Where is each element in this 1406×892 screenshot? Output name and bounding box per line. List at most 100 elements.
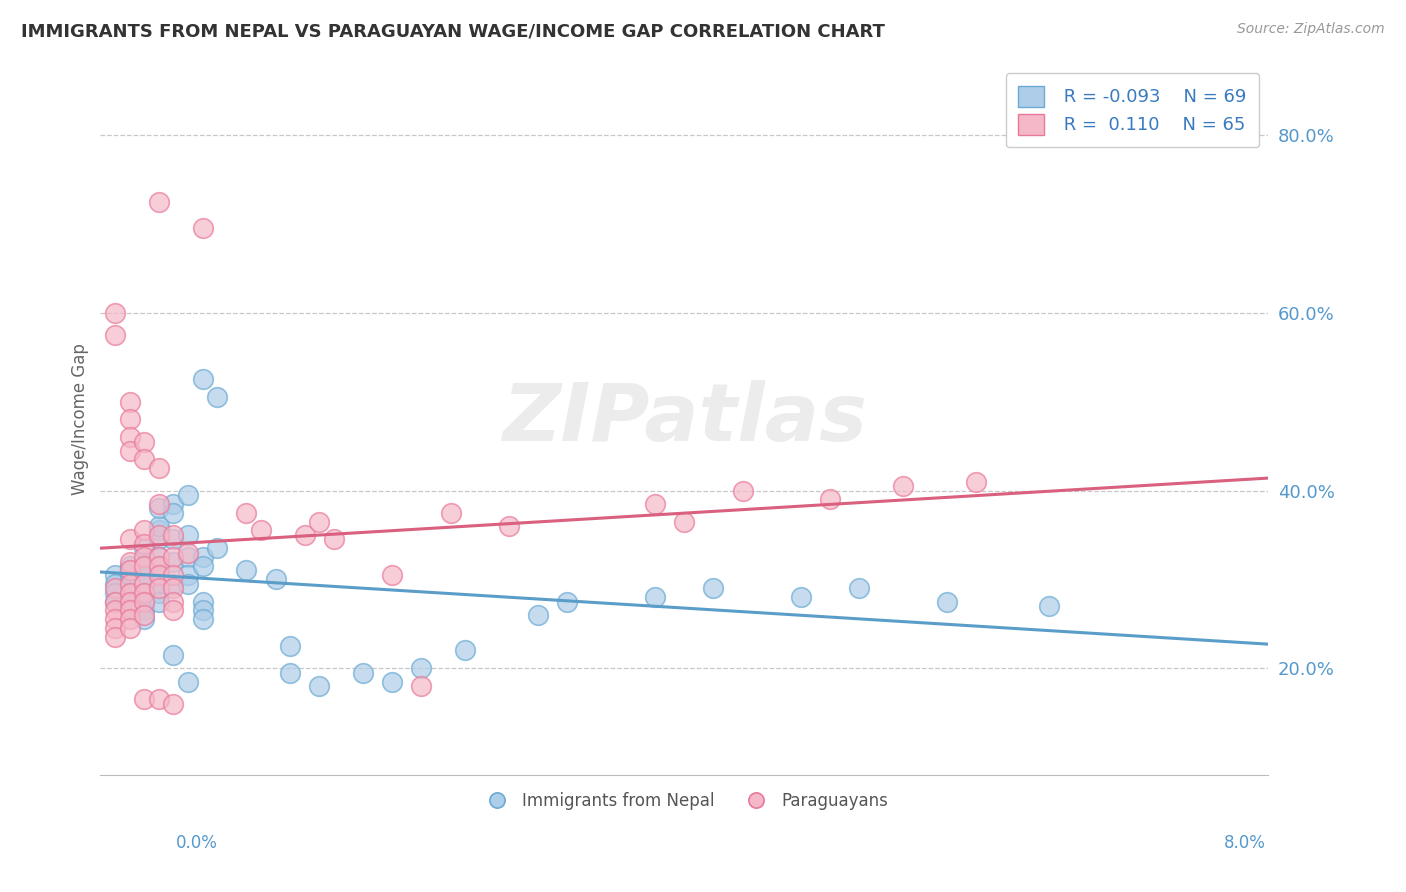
Point bbox=[162, 497, 184, 511]
Point bbox=[148, 585, 170, 599]
Point bbox=[118, 612, 141, 626]
Point bbox=[134, 594, 156, 608]
Text: 0.0%: 0.0% bbox=[176, 834, 218, 852]
Point bbox=[148, 533, 170, 547]
Point bbox=[134, 692, 156, 706]
Point bbox=[148, 524, 170, 538]
Point bbox=[118, 603, 141, 617]
Point bbox=[104, 612, 127, 626]
Point bbox=[936, 594, 959, 608]
Point bbox=[352, 665, 374, 680]
Point bbox=[148, 194, 170, 209]
Point bbox=[134, 452, 156, 467]
Point bbox=[205, 390, 228, 404]
Point bbox=[134, 568, 156, 582]
Point bbox=[191, 594, 214, 608]
Point bbox=[118, 555, 141, 569]
Point bbox=[205, 541, 228, 556]
Point bbox=[498, 519, 520, 533]
Point bbox=[134, 576, 156, 591]
Point bbox=[790, 590, 813, 604]
Point bbox=[264, 573, 287, 587]
Point bbox=[104, 581, 127, 595]
Point bbox=[118, 568, 141, 582]
Point bbox=[118, 559, 141, 574]
Point bbox=[644, 497, 666, 511]
Point bbox=[148, 519, 170, 533]
Point bbox=[191, 372, 214, 386]
Point bbox=[191, 603, 214, 617]
Point bbox=[162, 533, 184, 547]
Point bbox=[191, 612, 214, 626]
Point bbox=[118, 443, 141, 458]
Point bbox=[134, 524, 156, 538]
Point bbox=[118, 576, 141, 591]
Point bbox=[177, 546, 200, 560]
Point bbox=[148, 559, 170, 574]
Point bbox=[134, 434, 156, 449]
Point bbox=[134, 612, 156, 626]
Point bbox=[134, 555, 156, 569]
Point bbox=[118, 576, 141, 591]
Point bbox=[134, 607, 156, 622]
Point bbox=[134, 559, 156, 574]
Point bbox=[177, 528, 200, 542]
Point bbox=[134, 550, 156, 565]
Point bbox=[148, 501, 170, 516]
Point bbox=[322, 533, 344, 547]
Point bbox=[191, 221, 214, 235]
Point bbox=[134, 603, 156, 617]
Point bbox=[148, 497, 170, 511]
Point bbox=[148, 594, 170, 608]
Point bbox=[118, 585, 141, 599]
Point bbox=[104, 630, 127, 644]
Point bbox=[177, 674, 200, 689]
Point bbox=[148, 550, 170, 565]
Point bbox=[134, 594, 156, 608]
Point bbox=[162, 528, 184, 542]
Point bbox=[162, 603, 184, 617]
Point bbox=[191, 550, 214, 565]
Point bbox=[411, 679, 433, 693]
Point bbox=[411, 661, 433, 675]
Point bbox=[118, 564, 141, 578]
Point bbox=[104, 621, 127, 635]
Y-axis label: Wage/Income Gap: Wage/Income Gap bbox=[72, 343, 89, 495]
Point bbox=[118, 564, 141, 578]
Point bbox=[673, 515, 696, 529]
Point bbox=[134, 537, 156, 551]
Point bbox=[440, 506, 463, 520]
Point bbox=[1038, 599, 1060, 613]
Point bbox=[454, 643, 477, 657]
Point bbox=[162, 576, 184, 591]
Point bbox=[848, 581, 870, 595]
Point bbox=[162, 697, 184, 711]
Point bbox=[177, 576, 200, 591]
Point bbox=[235, 506, 257, 520]
Point bbox=[104, 576, 127, 591]
Point bbox=[118, 533, 141, 547]
Point bbox=[118, 594, 141, 608]
Point bbox=[118, 594, 141, 608]
Point bbox=[148, 550, 170, 565]
Point bbox=[162, 581, 184, 595]
Point bbox=[148, 559, 170, 574]
Point bbox=[235, 564, 257, 578]
Point bbox=[381, 674, 404, 689]
Point bbox=[527, 607, 550, 622]
Point bbox=[381, 568, 404, 582]
Point bbox=[148, 568, 170, 582]
Point bbox=[162, 594, 184, 608]
Point bbox=[104, 328, 127, 343]
Point bbox=[294, 528, 316, 542]
Point bbox=[162, 568, 184, 582]
Point bbox=[104, 568, 127, 582]
Point bbox=[148, 568, 170, 582]
Point bbox=[148, 528, 170, 542]
Point bbox=[162, 555, 184, 569]
Point bbox=[557, 594, 579, 608]
Point bbox=[965, 475, 987, 489]
Point bbox=[118, 603, 141, 617]
Point bbox=[118, 412, 141, 426]
Point bbox=[148, 576, 170, 591]
